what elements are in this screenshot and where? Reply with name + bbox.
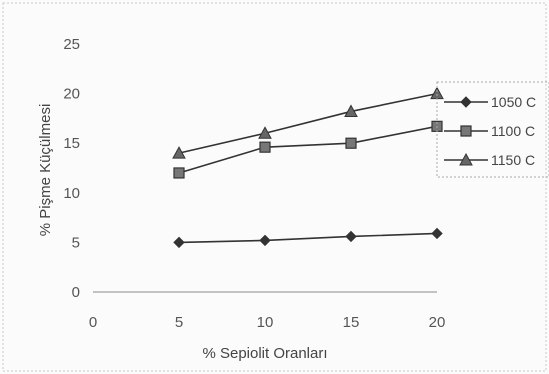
series-line	[178, 232, 438, 244]
series-group	[172, 86, 444, 249]
data-point	[173, 236, 185, 249]
x-axis-ticks: 0 5 10 15 20	[89, 314, 446, 331]
y-tick-label: 0	[72, 284, 80, 301]
data-point	[172, 146, 186, 159]
data-point	[258, 126, 272, 139]
x-tick-label: 0	[89, 314, 97, 331]
x-tick-label: 5	[175, 314, 183, 331]
legend-marker	[459, 152, 473, 166]
series-1050-c	[173, 227, 443, 249]
data-point	[344, 104, 358, 117]
series-line	[178, 92, 438, 154]
legend-item: 1050 C	[444, 94, 536, 110]
x-tick-label: 20	[429, 314, 446, 331]
legend: 1050 C 1100 C 1150 C	[436, 81, 549, 178]
data-point	[345, 230, 357, 243]
y-axis-ticks: 0 5 10 15 20 25	[63, 36, 80, 301]
legend-label: 1050 C	[491, 94, 536, 110]
series-1150-c	[172, 86, 444, 159]
legend-item: 1150 C	[444, 152, 535, 168]
y-tick-label: 5	[72, 234, 80, 251]
series-1100-c	[173, 120, 443, 179]
legend-label: 1100 C	[491, 123, 535, 139]
data-point	[259, 234, 271, 247]
legend-box	[436, 81, 549, 178]
y-tick-label: 10	[63, 185, 80, 202]
data-point	[430, 86, 444, 100]
x-axis-title: % Sepiolit Oranları	[202, 345, 327, 362]
series-line	[178, 125, 438, 174]
data-point	[259, 141, 271, 153]
legend-label: 1150 C	[491, 152, 535, 168]
legend-marker	[460, 125, 472, 137]
y-tick-label: 20	[63, 86, 80, 103]
y-axis-title: % Pişme Küçülmesi	[37, 104, 54, 237]
legend-marker	[460, 96, 472, 108]
data-point	[431, 227, 443, 240]
y-tick-label: 25	[63, 36, 80, 53]
data-point	[345, 137, 357, 149]
x-tick-label: 15	[343, 314, 360, 331]
y-tick-label: 15	[63, 135, 80, 152]
data-point	[173, 167, 185, 179]
x-tick-label: 10	[257, 314, 274, 331]
legend-item: 1100 C	[444, 123, 535, 139]
